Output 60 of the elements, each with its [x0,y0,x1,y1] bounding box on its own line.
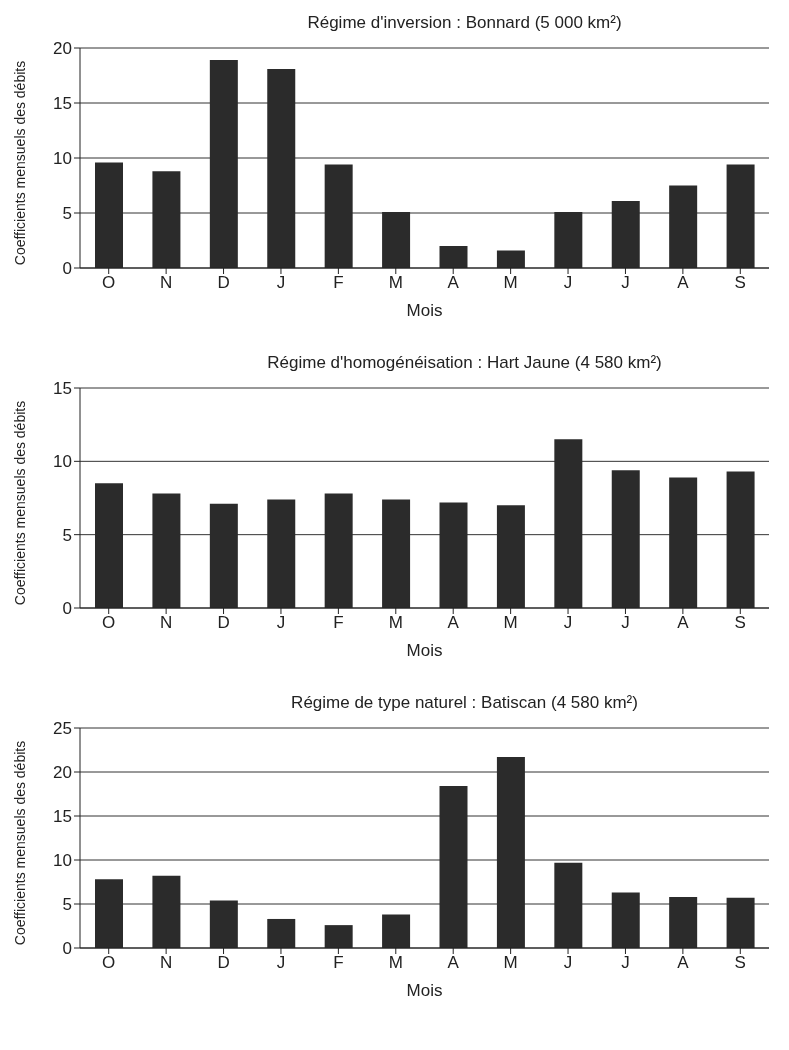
x-axis-title: Mois [406,301,443,320]
y-tick-label: 20 [53,39,72,59]
x-tick-label: M [503,613,518,633]
x-tick-label: M [388,953,403,973]
x-tick-label: N [159,273,173,293]
x-axis-title: Mois [406,981,443,1000]
x-tick-label: O [102,953,116,973]
y-tick-label: 5 [62,895,72,915]
x-tick-label: A [677,613,690,633]
x-tick-label: M [388,613,403,633]
y-tick-label: 10 [53,149,72,169]
x-tick-label: J [276,953,286,973]
x-tick-label: J [621,273,630,293]
y-axis-title: Coefficients mensuels des débits [12,400,29,606]
x-tick-label: M [503,273,518,293]
y-tick-label: 25 [53,719,72,739]
y-tick-label: 20 [53,763,72,783]
y-tick-label: 15 [53,807,72,827]
x-tick-label: S [734,613,746,633]
x-tick-label: A [677,273,690,293]
x-tick-label: N [159,613,173,633]
x-tick-label: O [102,273,116,293]
x-tick-label: A [447,273,460,293]
x-tick-label: N [159,953,173,973]
x-tick-label: J [563,613,573,633]
x-axis-title: Mois [406,641,443,660]
x-tick-label: A [447,613,460,633]
x-tick-label: A [447,953,460,973]
x-tick-label: D [217,613,230,633]
x-tick-label: S [734,953,746,973]
y-tick-label: 0 [62,599,72,619]
x-tick-label: M [503,953,518,973]
x-tick-label: A [677,953,690,973]
x-tick-label: J [563,953,573,973]
y-axis-title: Coefficients mensuels des débits [12,60,29,266]
x-tick-label: S [734,273,746,293]
y-tick-label: 5 [62,525,72,545]
x-tick-label: M [388,273,403,293]
chart-title: Régime d'homogénéisation : Hart Jaune (4 580 km²) [266,352,663,374]
y-tick-label: 15 [53,379,72,399]
x-tick-label: J [621,953,630,973]
x-tick-label: J [276,613,286,633]
x-tick-label: F [333,273,344,293]
y-tick-label: 5 [62,204,72,224]
x-tick-label: O [102,613,116,633]
y-tick-label: 10 [53,452,72,472]
y-tick-label: 0 [62,259,72,279]
x-tick-label: D [217,273,230,293]
x-tick-label: F [333,953,344,973]
x-tick-label: F [333,613,344,633]
x-tick-label: J [276,273,286,293]
chart-title: Régime de type naturel : Batiscan (4 580 km²) [290,692,639,714]
x-tick-label: D [217,953,230,973]
y-tick-label: 15 [53,94,72,114]
y-axis-title: Coefficients mensuels des débits [12,740,29,946]
x-tick-label: J [621,613,630,633]
chart-title: Régime d'inversion : Bonnard (5 000 km²) [306,12,623,34]
y-tick-label: 0 [62,939,72,959]
y-tick-label: 10 [53,851,72,871]
x-tick-label: J [563,273,573,293]
